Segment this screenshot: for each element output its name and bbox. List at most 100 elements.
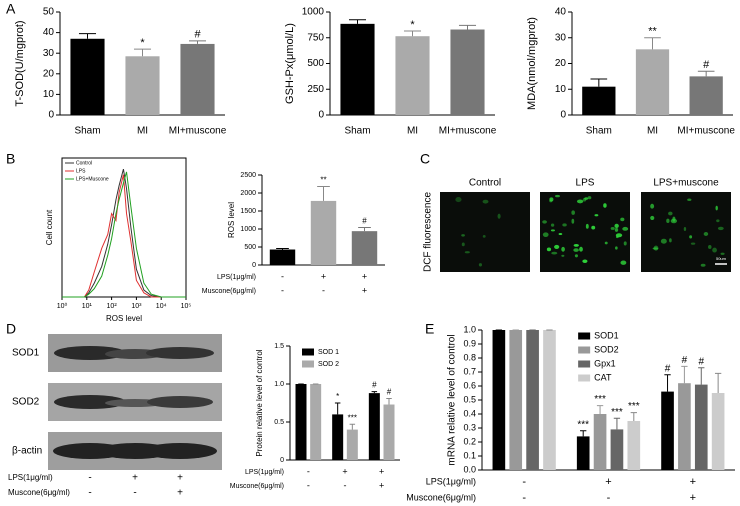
annotation: *: [336, 392, 339, 401]
condition-sign: +: [379, 466, 384, 476]
cell: [455, 197, 462, 203]
micrograph: [540, 192, 630, 272]
cell: [478, 263, 483, 267]
error-bar: [276, 247, 289, 250]
y-tick-label: 0.5: [463, 394, 476, 404]
bar: [295, 384, 307, 460]
y-tick-label: 250: [307, 84, 324, 95]
x-tick-label: 10⁴: [156, 303, 167, 310]
y-tick-label: 50: [43, 7, 55, 18]
condition-label: LPS(1μg/ml): [8, 473, 53, 482]
y-tick-label: 30: [555, 32, 567, 43]
band: [146, 347, 214, 359]
condition-sign: +: [177, 488, 183, 499]
cell: [551, 251, 558, 255]
cell: [708, 245, 712, 249]
annotation: #: [698, 356, 704, 367]
error-bar: [458, 24, 477, 30]
bar: [125, 56, 160, 115]
cell: [669, 238, 672, 243]
condition-sign: -: [88, 488, 91, 499]
condition-sign: +: [342, 466, 347, 476]
y-axis-label: T-SOD(U/mgprot): [14, 20, 26, 106]
error-bar: [371, 391, 378, 394]
x-tick-label: 10³: [131, 303, 142, 310]
y-tick-label: 0.9: [463, 338, 476, 348]
legend-swatch: [302, 348, 314, 356]
y-tick-label: 0: [252, 262, 256, 269]
band: [143, 443, 217, 459]
cell: [660, 238, 667, 244]
x-tick-label: 10²: [107, 303, 118, 310]
error-bar: [386, 397, 392, 405]
y-tick-label: 1.0: [463, 324, 476, 334]
annotation: *: [410, 19, 415, 31]
cell: [574, 254, 578, 258]
bar: [635, 49, 670, 115]
error-bar: [403, 30, 422, 37]
bar: [310, 384, 322, 460]
error-bar: [613, 417, 621, 430]
condition-sign: +: [690, 492, 696, 504]
cell: [497, 213, 501, 219]
cell: [594, 214, 599, 217]
legend-swatch: [578, 374, 591, 382]
cell: [690, 242, 696, 245]
legend-swatch: [578, 332, 591, 340]
error-bar: [714, 372, 722, 393]
legend-label: Control: [76, 160, 92, 166]
error-bar: [358, 227, 371, 232]
bar: [694, 384, 708, 470]
error-bar: [188, 40, 207, 44]
micrographs: [440, 192, 731, 272]
cell: [653, 245, 659, 251]
annotation: ***: [594, 394, 606, 405]
condition-label: LPS(1μg/ml): [426, 476, 476, 486]
cell: [587, 196, 592, 200]
condition-sign: +: [362, 285, 367, 295]
cell: [610, 227, 615, 230]
bar: [340, 23, 375, 115]
x-tick-label: 10¹: [82, 303, 93, 310]
x-tick-label: Sham: [74, 126, 100, 137]
y-tick-label: 2000: [240, 190, 256, 197]
band: [54, 395, 126, 409]
condition-sign: -: [307, 480, 310, 490]
cell: [461, 234, 465, 237]
legend-label: SOD 2: [318, 361, 339, 368]
western-blot: [48, 334, 222, 470]
blot-label: SOD2: [12, 397, 40, 408]
legend-label: LPS+Muscone: [76, 176, 109, 182]
cell: [482, 199, 489, 204]
cell: [558, 232, 563, 236]
condition-sign: -: [522, 476, 526, 488]
error-bar: [698, 367, 705, 385]
annotation: **: [648, 26, 657, 38]
legend-label: LPS: [76, 168, 86, 174]
cell: [550, 229, 555, 232]
cell: [562, 223, 567, 227]
image-label: LPS+muscone: [653, 178, 719, 189]
cell: [689, 235, 693, 239]
error-bar: [133, 48, 152, 57]
bar: [593, 414, 607, 470]
legend-swatch: [578, 346, 591, 354]
cell: [549, 199, 553, 203]
cell: [650, 215, 655, 221]
condition-sign: -: [307, 466, 310, 476]
condition-sign: -: [281, 285, 284, 295]
bar: [450, 29, 485, 115]
cell: [614, 227, 619, 232]
cell: [561, 254, 565, 257]
y-tick-label: 0.1: [463, 450, 476, 460]
cell: [561, 246, 565, 252]
y-tick-label: 1.0: [274, 381, 284, 388]
legend-label: Gpx1: [594, 358, 616, 368]
condition-sign: -: [522, 492, 526, 504]
cell: [668, 211, 673, 216]
cell: [716, 219, 720, 223]
annotation: **: [320, 176, 326, 185]
cell: [614, 223, 619, 229]
x-tick-label: MI: [407, 126, 418, 137]
